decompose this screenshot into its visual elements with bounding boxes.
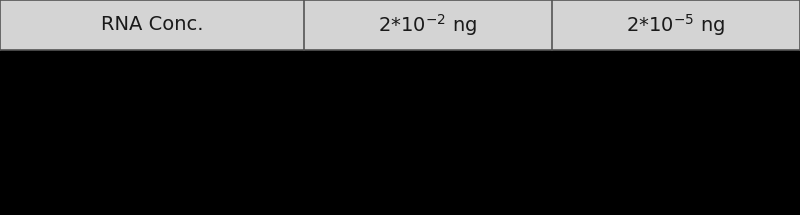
Bar xyxy=(552,0,800,50)
Bar xyxy=(0,50,800,215)
Bar xyxy=(304,0,552,50)
Bar xyxy=(0,0,304,50)
Text: 2*10$^{-2}$ ng: 2*10$^{-2}$ ng xyxy=(378,12,478,38)
Text: 2*10$^{-5}$ ng: 2*10$^{-5}$ ng xyxy=(626,12,726,38)
Text: RNA Conc.: RNA Conc. xyxy=(101,15,203,34)
